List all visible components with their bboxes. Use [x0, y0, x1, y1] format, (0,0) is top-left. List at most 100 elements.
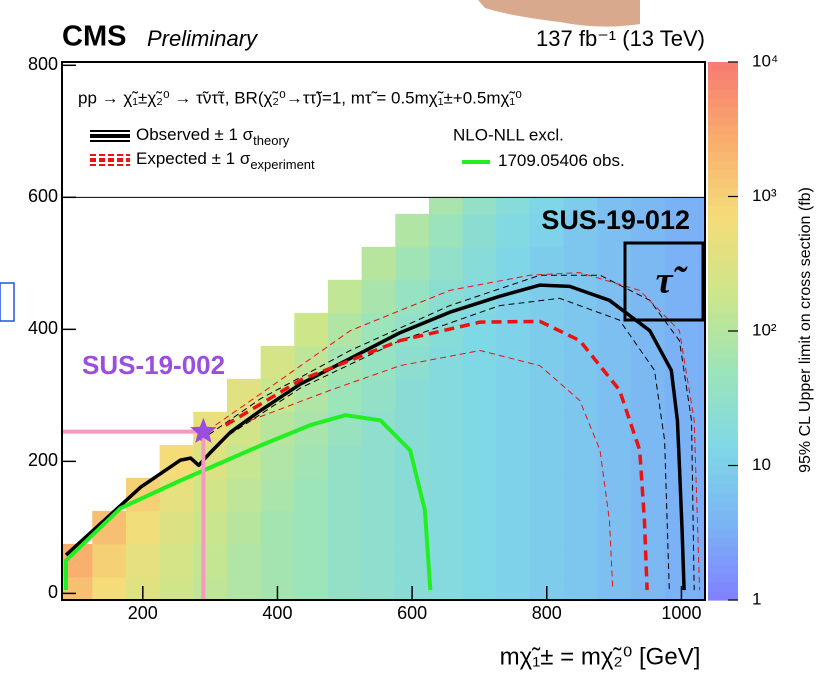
- heat-cell: [294, 444, 329, 479]
- colorbar-slice: [708, 277, 738, 287]
- heat-cell: [327, 510, 363, 545]
- heat-cell: [92, 543, 127, 578]
- heat-cell: [294, 543, 329, 578]
- y-tick-label: 400: [28, 318, 58, 338]
- colorbar-slice: [708, 142, 738, 153]
- heat-cell: [327, 444, 363, 479]
- legend-subscript: experiment: [250, 157, 315, 172]
- heat-cell: [428, 378, 464, 413]
- marker-label: SUS-19-002: [82, 350, 225, 380]
- lumi-label: 137 fb⁻¹ (13 TeV): [536, 26, 705, 51]
- heat-cell: [62, 576, 93, 600]
- heat-cell: [496, 444, 531, 479]
- heat-cell: [361, 312, 396, 347]
- colorbar-slice: [708, 519, 738, 529]
- colorbar-slice: [708, 169, 738, 180]
- colorbar-slice: [708, 528, 738, 538]
- exclusion-contour: [64, 413, 433, 591]
- process-label: pp → χ̃₁±χ̃₂⁰ → τ̃ντ̃τ, BR(χ̃₂⁰→ττ̃)=1, …: [78, 88, 522, 107]
- colorbar-slice: [708, 250, 738, 260]
- colorbar-tick-label: 10²: [752, 320, 777, 339]
- heat-cell: [260, 444, 295, 479]
- colorbar-slice: [708, 151, 738, 162]
- y-tick-label: 600: [28, 186, 58, 206]
- heat-cell: [260, 543, 295, 578]
- heat-cell: [698, 213, 705, 248]
- colorbar-slice: [708, 124, 738, 135]
- heat-cell: [92, 576, 127, 600]
- legend-name: Expected ± 1 σ: [136, 149, 251, 168]
- heat-cell: [563, 411, 598, 446]
- heat-cell: [563, 576, 598, 600]
- particle-box: [623, 241, 705, 322]
- y-tick-label: 0: [48, 582, 58, 602]
- heat-cell: [496, 213, 531, 248]
- heat-cell: [395, 345, 430, 380]
- heat-cell: [193, 510, 228, 545]
- colorbar-slice: [708, 205, 738, 216]
- legend-label: Expected ± 1 σexperiment: [136, 149, 315, 172]
- heat-cell: [698, 444, 705, 479]
- heat-cell: [260, 510, 295, 545]
- x-tick-label: 1000: [661, 603, 701, 623]
- colorbar-slice: [708, 582, 738, 592]
- heat-cell: [361, 543, 396, 578]
- y-tick-label: 200: [28, 450, 58, 470]
- legend-name: Observed ± 1 σ: [136, 125, 254, 144]
- heat-cell: [529, 543, 565, 578]
- colorbar-slice: [708, 411, 738, 422]
- heat-cell: [361, 246, 396, 281]
- heatmap: [62, 180, 705, 600]
- heat-cell: [327, 477, 363, 512]
- colorbar-slice: [708, 187, 738, 198]
- colorbar-slice: [708, 465, 738, 476]
- heat-cell: [462, 576, 497, 600]
- colorbar-slice: [708, 295, 738, 305]
- heat-cell: [496, 246, 531, 281]
- heat-cell: [563, 378, 598, 413]
- colorbar-tick-label: 10: [752, 455, 771, 474]
- colorbar-label: 95% CL Upper limit on cross section (fb): [797, 187, 814, 473]
- colorbar-slice: [708, 501, 738, 511]
- heat-cell: [294, 477, 329, 512]
- heat-cell: [664, 378, 699, 413]
- heat-cell: [664, 444, 699, 479]
- x-axis-label: mχ̃₁± = mχ̃₂⁰ [GeV]: [500, 643, 701, 670]
- x-tick-label: 600: [397, 603, 427, 623]
- heat-cell: [327, 543, 363, 578]
- colorbar-slice: [708, 241, 738, 251]
- heat-cell: [159, 510, 194, 545]
- heat-cell: [226, 576, 262, 600]
- heat-cell: [597, 510, 632, 545]
- heat-cell: [260, 477, 295, 512]
- heat-cell: [698, 312, 705, 347]
- heat-cell: [428, 477, 464, 512]
- heat-cell: [327, 279, 363, 314]
- colorbar-slice: [708, 232, 738, 242]
- heat-cell: [664, 246, 699, 281]
- heat-cell: [294, 510, 329, 545]
- colorbar-slice: [708, 331, 738, 341]
- heat-cell: [496, 510, 531, 545]
- plot-frame: [61, 61, 706, 601]
- colorbar-tick-label: 1: [752, 589, 761, 608]
- exclusion-contour: [215, 272, 701, 591]
- colorbar-slice: [708, 357, 738, 368]
- heat-cell: [496, 378, 531, 413]
- x-tick-label: 400: [262, 603, 292, 623]
- colorbar-slice: [708, 223, 738, 233]
- heat-cell: [462, 543, 497, 578]
- colorbar-slice: [708, 573, 738, 583]
- heat-cell: [698, 411, 705, 446]
- colorbar-slice: [708, 178, 738, 189]
- heat-cell: [462, 378, 497, 413]
- heat-cell: [529, 345, 565, 380]
- hand-photo: [478, 0, 640, 27]
- heat-cell: [664, 345, 699, 380]
- colorbar-slice: [708, 304, 738, 314]
- colorbar-slice: [708, 214, 738, 224]
- legend-label: Observed ± 1 σtheory: [136, 125, 290, 148]
- colorbar-slice: [708, 115, 738, 126]
- colorbar-tick-label: 10³: [752, 186, 777, 205]
